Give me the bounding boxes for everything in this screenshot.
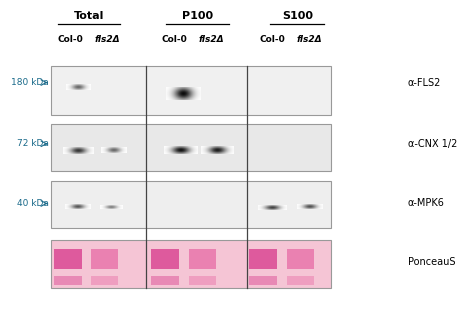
Text: fls2Δ: fls2Δ bbox=[95, 35, 120, 44]
Text: Col-0: Col-0 bbox=[57, 35, 83, 44]
Bar bbox=[286, 276, 313, 285]
Bar bbox=[91, 276, 118, 285]
Text: α-CNX 1/2: α-CNX 1/2 bbox=[407, 139, 456, 149]
Bar bbox=[151, 276, 179, 285]
Bar bbox=[91, 249, 118, 269]
Bar bbox=[50, 124, 330, 171]
Bar bbox=[50, 66, 330, 115]
Text: Col-0: Col-0 bbox=[259, 35, 285, 44]
Text: PonceauS: PonceauS bbox=[407, 257, 454, 267]
Bar bbox=[188, 276, 215, 285]
Bar bbox=[286, 249, 313, 269]
Text: Total: Total bbox=[73, 11, 104, 21]
Bar bbox=[54, 276, 82, 285]
Text: fls2Δ: fls2Δ bbox=[199, 35, 224, 44]
Text: α-FLS2: α-FLS2 bbox=[407, 78, 440, 87]
Bar bbox=[248, 276, 277, 285]
Text: 180 kDa: 180 kDa bbox=[11, 78, 48, 87]
Bar bbox=[151, 249, 179, 269]
Bar bbox=[248, 249, 277, 269]
Bar bbox=[50, 240, 330, 288]
Bar bbox=[50, 180, 330, 228]
Text: P100: P100 bbox=[181, 11, 213, 21]
Text: 40 kDa: 40 kDa bbox=[17, 199, 48, 208]
Text: fls2Δ: fls2Δ bbox=[297, 35, 322, 44]
Bar bbox=[54, 249, 82, 269]
Text: S100: S100 bbox=[281, 11, 312, 21]
Bar bbox=[188, 249, 215, 269]
Text: α-MPK6: α-MPK6 bbox=[407, 198, 444, 209]
Text: Col-0: Col-0 bbox=[161, 35, 187, 44]
Text: 72 kDa: 72 kDa bbox=[17, 139, 48, 148]
